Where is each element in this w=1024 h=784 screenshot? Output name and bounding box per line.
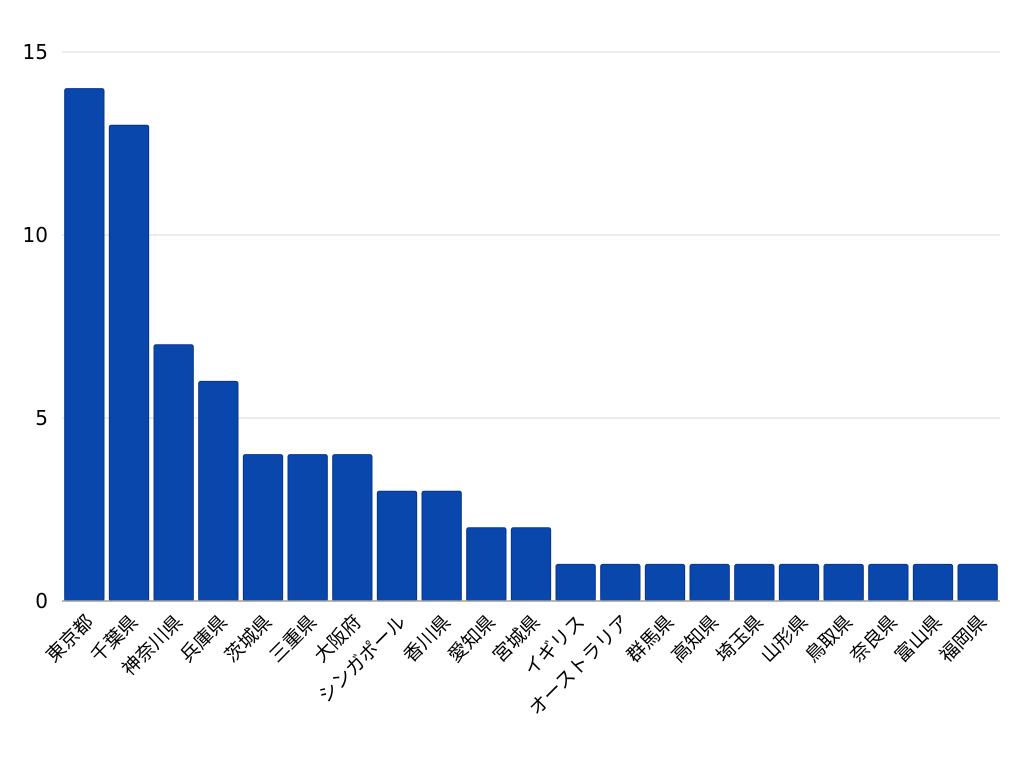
bar-11 [555,563,596,602]
y-tick-label: 15 [23,40,48,64]
bar-9 [466,527,507,602]
y-tick-label: 0 [35,589,48,613]
x-category-label: 山形県 [757,611,813,667]
bar-20 [957,563,998,602]
bar-2 [153,344,194,602]
x-category-label: 兵庫県 [176,611,232,667]
x-category-label: 東京都 [42,611,98,667]
y-tick-label: 10 [23,223,48,247]
x-category-label: 高知県 [667,611,723,667]
bar-8 [421,490,462,602]
gridlines [62,51,1000,419]
bar-5 [287,454,328,602]
bar-15 [734,563,775,602]
x-category-label: 埼玉県 [712,611,768,667]
bar-16 [778,563,820,602]
bar-4 [242,454,284,602]
bar-0 [64,88,105,602]
bar-13 [644,563,686,602]
bar-14 [689,563,730,602]
y-tick-label: 5 [35,406,48,430]
bar-3 [198,380,239,602]
bar-6 [332,454,373,602]
bar-1 [108,124,150,602]
x-category-label: 奈良県 [846,611,902,667]
bar-19 [912,563,954,602]
x-category-label: 鳥取県 [801,611,857,667]
bar-18 [868,563,909,602]
x-category-label: 福岡県 [935,611,991,667]
bar-12 [600,563,641,602]
x-category-label: 三重県 [265,611,321,667]
x-category-label: 愛知県 [444,611,500,667]
x-category-label: 富山県 [891,611,947,667]
x-category-label: 香川県 [399,611,455,667]
bars [64,88,998,602]
bar-17 [823,563,864,602]
x-category-label: 群馬県 [623,611,679,667]
bar-10 [510,527,552,602]
bar-7 [376,490,418,602]
x-category-label: 茨城県 [221,611,277,667]
